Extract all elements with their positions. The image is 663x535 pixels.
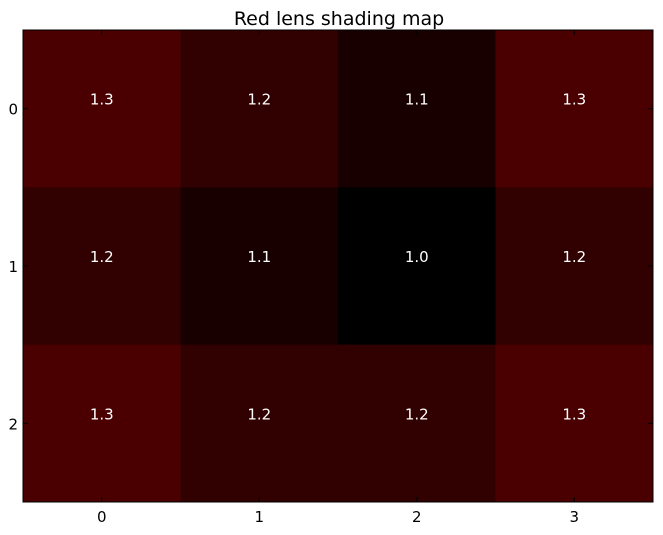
y-tick-label: 1 xyxy=(8,258,18,276)
cell-label: 1.2 xyxy=(90,248,114,266)
heatmap-cell xyxy=(338,187,496,346)
heatmap-cell xyxy=(180,344,339,503)
heatmap-cell xyxy=(23,187,181,346)
x-tick-label: 2 xyxy=(412,508,422,526)
y-tick-label: 0 xyxy=(8,101,18,119)
x-tick-label: 3 xyxy=(569,508,579,526)
cell-label: 1.3 xyxy=(90,91,114,109)
heatmap-cell xyxy=(495,344,654,503)
cell-label: 1.2 xyxy=(247,91,271,109)
heatmap-cell xyxy=(495,187,654,346)
cell-label: 1.2 xyxy=(405,405,429,423)
heatmap-cell xyxy=(180,30,339,188)
cell-label: 1.3 xyxy=(562,91,586,109)
cell-label: 1.1 xyxy=(247,248,271,266)
cell-label: 1.2 xyxy=(247,405,271,423)
cell-label: 1.3 xyxy=(562,405,586,423)
x-tick-label: 1 xyxy=(254,508,264,526)
heatmap-cell xyxy=(180,187,339,346)
cell-label: 1.2 xyxy=(562,248,586,266)
x-tick-label: 0 xyxy=(97,508,107,526)
cell-label: 1.0 xyxy=(405,248,429,266)
heatmap-cell xyxy=(23,344,181,503)
heatmap-cell xyxy=(23,30,181,188)
heatmap-cell xyxy=(338,344,496,503)
heatmap-cell xyxy=(338,30,496,188)
cell-label: 1.1 xyxy=(405,91,429,109)
cell-label: 1.3 xyxy=(90,405,114,423)
heatmap-cell xyxy=(495,30,654,188)
y-tick-label: 2 xyxy=(8,415,18,433)
chart-title: Red lens shading map xyxy=(234,8,444,30)
